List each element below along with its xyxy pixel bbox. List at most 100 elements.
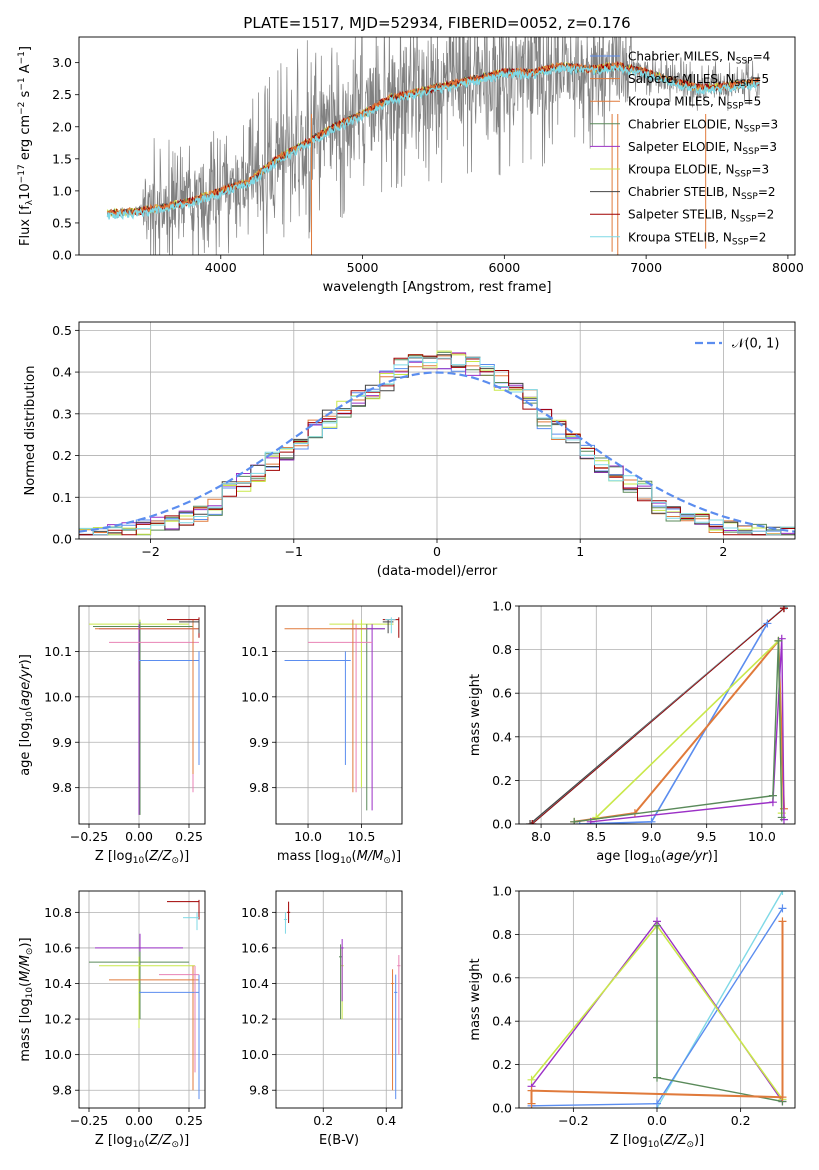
label-part: SSP xyxy=(735,79,752,89)
plus-marker xyxy=(777,813,786,822)
y-tick-label: 0.2 xyxy=(52,448,72,463)
y-tick-label: 0.5 xyxy=(52,215,72,230)
plus-marker xyxy=(527,1086,536,1095)
plus-marker xyxy=(653,1099,661,1108)
y-tick-label: 1.0 xyxy=(52,183,72,198)
y-tick-label: 10.0 xyxy=(44,1047,72,1062)
axes-overlay: −0.2 0.0 0.2 0.0 0.2 0.4 0.6 0.8 1.0 Z [log10(Z/Z… xyxy=(468,884,796,1150)
y-tick-label: 0.0 xyxy=(492,1101,512,1116)
y-axis-label: mass weight xyxy=(468,674,483,756)
y-tick-label: 0.6 xyxy=(492,970,512,985)
label-part: Flux [f xyxy=(18,205,33,246)
plus-marker xyxy=(527,1075,536,1084)
plus-marker xyxy=(778,1093,787,1102)
plus-marker xyxy=(779,606,788,613)
y-tick-label: 10.1 xyxy=(44,644,72,659)
x-tick-label: 0.00 xyxy=(125,1113,153,1128)
y-tick-label: 10.6 xyxy=(241,940,269,955)
label-part: Kroupa STELIB, N xyxy=(628,230,732,244)
plus-marker xyxy=(778,917,787,926)
label-part: ( xyxy=(18,706,33,711)
x-tick-label: 8.0 xyxy=(531,829,551,844)
label-part: )] xyxy=(694,1133,704,1148)
axes-overlay: 0.2 0.4 9.8 10.0 10.2 10.4 10.6 10.8 E(B-V) xyxy=(241,890,403,1148)
plus-marker xyxy=(647,817,656,824)
x-tick-label: 10.5 xyxy=(348,829,376,844)
label-part: ⊙ xyxy=(686,1140,694,1150)
x-axis-label: Z [log10(Z/Z⊙)] xyxy=(95,849,189,866)
label-part: age/yr xyxy=(666,849,709,864)
plus-marker xyxy=(653,921,661,930)
y-tick-label: 10.0 xyxy=(44,689,72,704)
label-part: mass [log xyxy=(277,849,340,864)
label-part: mass weight xyxy=(468,958,483,1040)
plot-area xyxy=(526,606,791,824)
label-part: SSP xyxy=(740,215,757,225)
x-tick-label: −1 xyxy=(285,544,303,559)
y-axis-label: Flux [fλ10−17 erg cm−2 s−1 A−1] xyxy=(17,46,35,246)
mass-weight-line xyxy=(579,622,769,824)
x-tick-label: 0.25 xyxy=(175,1113,203,1128)
y-tick-label: 0.0 xyxy=(52,532,72,547)
label-part: SSP xyxy=(732,237,749,247)
x-tick-label: 6000 xyxy=(488,260,520,275)
y-tick-label: 10.4 xyxy=(241,976,269,991)
panel-residuals: −2 −1 0 1 2 0.0 0.1 0.2 0.3 0.4 0.5 (data-model)/er… xyxy=(23,321,796,579)
x-axis-label: mass [log10(M/M⊙)] xyxy=(277,849,401,866)
label-part: SSP xyxy=(727,102,744,112)
x-tick-label: 10.0 xyxy=(748,829,776,844)
legend-label: Chabrier ELODIE, NSSP=3 xyxy=(628,117,778,134)
label-part: Salpeter ELODIE, N xyxy=(628,140,742,154)
mass-weight-line xyxy=(530,921,784,1104)
y-tick-label: 9.8 xyxy=(52,780,72,795)
label-part: −17 xyxy=(17,164,27,183)
plot-area xyxy=(79,350,795,539)
axes-frame xyxy=(518,605,796,825)
x-axis-label: age [log10(age/yr)] xyxy=(596,849,718,866)
label-part: Salpeter STELIB, N xyxy=(628,208,740,222)
y-tick-label: 10.0 xyxy=(241,1047,269,1062)
legend-label: Kroupa MILES, NSSP=5 xyxy=(628,95,761,112)
x-tick-label: 0.00 xyxy=(125,829,153,844)
plot-area xyxy=(89,899,200,1100)
y-tick-label: 9.8 xyxy=(249,780,269,795)
label-part: Z/Z xyxy=(148,849,172,864)
panel-mw-vs-Z: −0.2 0.0 0.2 0.0 0.2 0.4 0.6 0.8 1.0 Z [log10(Z/Z… xyxy=(468,884,796,1150)
legend-label: Salpeter STELIB, NSSP=2 xyxy=(628,208,774,225)
histogram-step xyxy=(79,354,795,539)
y-tick-label: 0.2 xyxy=(492,773,512,788)
label-part: )] xyxy=(179,1133,189,1148)
axes-overlay: 4000 5000 6000 7000 8000 0.0 0.5 1.0 1.5 2.0 2.5 3.… xyxy=(17,36,804,295)
data-spectrum-line xyxy=(107,37,760,255)
label-part: erg cm xyxy=(18,115,33,164)
x-axis-label: E(B-V) xyxy=(319,1133,359,1148)
y-tick-label: 10.8 xyxy=(44,905,72,920)
y-axis-label: mass weight xyxy=(468,958,483,1040)
plus-marker xyxy=(763,619,772,628)
label-part: Z/Z xyxy=(663,1133,687,1148)
y-tick-label: 9.9 xyxy=(52,735,72,750)
label-part: =3 xyxy=(759,140,777,154)
panel-mw-vs-age: 8.0 8.5 9.0 9.5 10.0 0.0 0.2 0.4 0.6 0.8 1.0 age [l… xyxy=(468,599,796,866)
x-tick-label: 8.5 xyxy=(586,829,606,844)
axes-frame xyxy=(78,890,206,1109)
x-axis-label: (data-model)/error xyxy=(377,564,498,579)
panel-mass-vs-ebv: 0.2 0.4 9.8 10.0 10.2 10.4 10.6 10.8 E(B-V) xyxy=(241,890,403,1148)
label-part: SSP xyxy=(736,57,753,67)
x-tick-label: 1 xyxy=(576,544,584,559)
legend-label: Kroupa ELODIE, NSSP=3 xyxy=(628,163,769,180)
y-tick-label: 0.0 xyxy=(52,248,72,263)
x-axis-label: Z [log10(Z/Z⊙)] xyxy=(95,1133,189,1150)
label-part: 10 xyxy=(649,856,661,866)
label-part: mass [log xyxy=(18,998,33,1061)
label-part: )] xyxy=(391,849,401,864)
axes-overlay: −2 −1 0 1 2 0.0 0.1 0.2 0.3 0.4 0.5 (data-model)/er… xyxy=(23,321,796,579)
y-axis-label: age [log10(age/yr)] xyxy=(18,654,35,776)
label-part: )] xyxy=(18,654,33,664)
plus-marker xyxy=(768,791,777,800)
y-tick-label: 9.8 xyxy=(52,1083,72,1098)
model-spectrum-line xyxy=(106,63,760,220)
y-tick-label: 10.2 xyxy=(44,1012,72,1027)
